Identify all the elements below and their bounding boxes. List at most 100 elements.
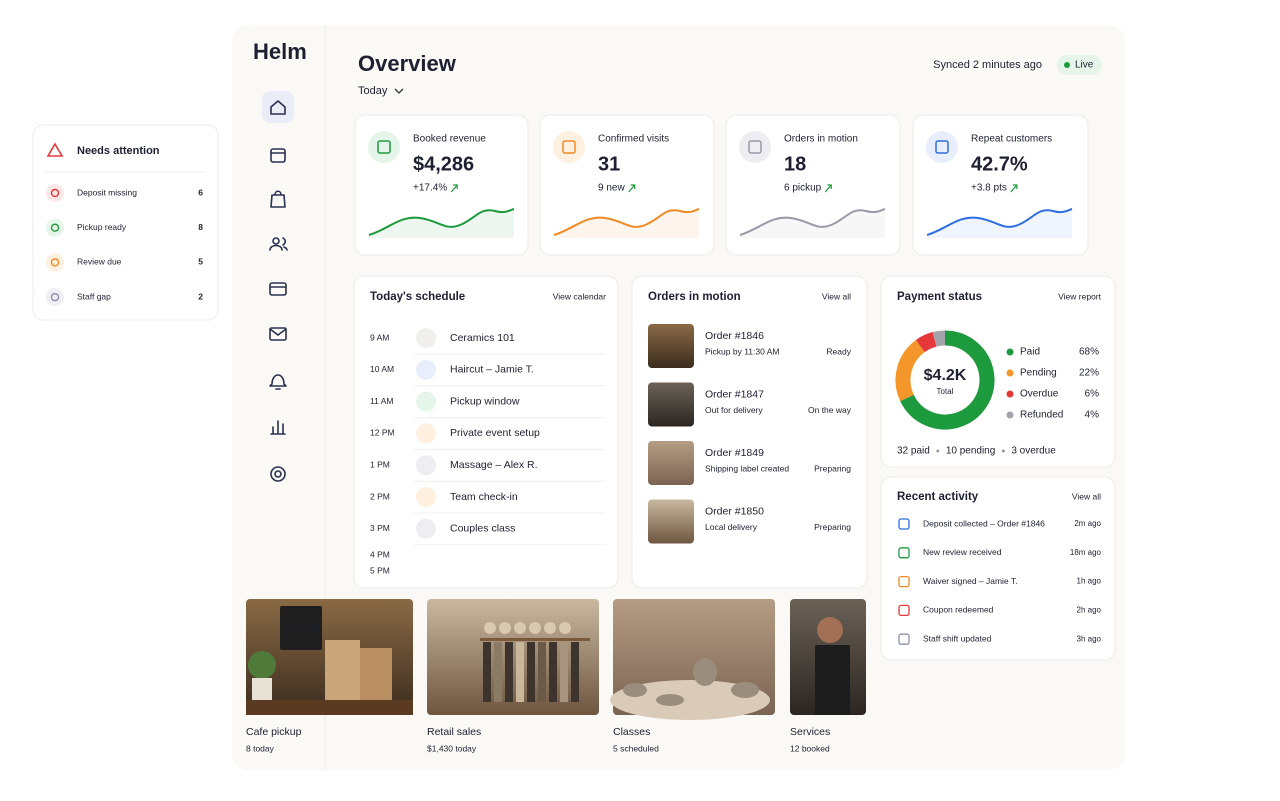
schedule-link[interactable]: View calendar [553, 291, 606, 301]
payment-total: $4.2K [924, 367, 967, 384]
schedule-time: 10 AM [370, 364, 394, 374]
legend-label: Paid [1020, 347, 1040, 358]
donut-segment [932, 330, 946, 347]
attention-label[interactable]: Staff gap [77, 291, 111, 301]
order-id[interactable]: Order #1850 [705, 505, 764, 517]
payment-title: Payment status [897, 291, 982, 303]
nav-icons[interactable] [269, 100, 288, 482]
sparkline-area [554, 209, 699, 238]
tile-title[interactable]: Services [790, 726, 830, 738]
kpi-icon-glyph [562, 140, 576, 154]
schedule-time: 1 PM [370, 459, 390, 469]
sparkline-area [740, 209, 885, 238]
period-select[interactable]: Today [358, 85, 388, 97]
kpi-icon [368, 131, 400, 163]
kpi-icon [739, 131, 771, 163]
activity-time: 2m ago [1074, 519, 1101, 528]
donut-segment [895, 339, 926, 402]
tile-title[interactable]: Retail sales [427, 726, 481, 738]
attention-icon-dot [50, 292, 60, 302]
page-title: Overview [358, 51, 457, 76]
legend-value: 68% [1079, 347, 1099, 358]
schedule-icon [416, 455, 436, 476]
legend-value: 6% [1085, 389, 1100, 400]
schedule-time: 5 PM [370, 565, 390, 575]
schedule-event[interactable]: Couples class [450, 523, 515, 535]
activity-icon [898, 604, 910, 617]
schedule-event[interactable]: Pickup window [450, 395, 520, 407]
sign-text: PICK UP HERE [283, 622, 319, 632]
kpi-label: Confirmed visits [598, 134, 669, 145]
schedule-event[interactable]: Private event setup [450, 427, 540, 439]
tile-detail: 5 scheduled [613, 743, 659, 753]
schedule-icon [416, 423, 436, 444]
activity-icon [898, 633, 910, 645]
legend-value: 22% [1079, 368, 1099, 379]
payment-link[interactable]: View report [1058, 291, 1101, 301]
sync-status: Synced 2 minutes ago [933, 59, 1042, 71]
attention-icon-dot [50, 188, 60, 198]
order-detail: Shipping label created [705, 463, 789, 473]
schedule-event[interactable]: Ceramics 101 [450, 332, 515, 344]
attention-icon-dot [50, 223, 60, 232]
legend-label: Overdue [1020, 389, 1059, 400]
activity-label: New review received [923, 547, 1002, 557]
legend-value: 4% [1085, 410, 1100, 421]
payment-summary: 32 paid [897, 446, 930, 457]
schedule-time: 11 AM [370, 396, 393, 406]
order-id[interactable]: Order #1846 [705, 330, 764, 342]
order-thumb [648, 324, 694, 368]
attention-icon [46, 184, 64, 202]
legend-dot [1006, 390, 1014, 398]
orders-link[interactable]: View all [822, 291, 851, 301]
order-status: On the way [808, 405, 852, 415]
legend-dot [1006, 411, 1014, 419]
order-status: Ready [826, 346, 851, 356]
order-thumb [648, 499, 694, 544]
schedule-time: 12 PM [370, 428, 395, 438]
attention-count: 8 [198, 222, 203, 232]
kpi-delta: +17.4% [413, 183, 447, 194]
order-status: Preparing [814, 463, 851, 473]
schedule-event[interactable]: Team check-in [450, 491, 518, 503]
order-id[interactable]: Order #1849 [705, 447, 764, 459]
legend-dot [1006, 348, 1014, 356]
activity-time: 3h ago [1077, 634, 1102, 643]
attention-label[interactable]: Review due [77, 257, 122, 267]
tile-detail: $1,430 today [427, 743, 477, 753]
schedule-icon [416, 487, 436, 507]
order-thumb [648, 382, 694, 427]
schedule-event[interactable]: Haircut – Jamie T. [450, 364, 534, 376]
separator-dot [1001, 449, 1005, 453]
schedule-time: 2 PM [370, 491, 390, 501]
legend-label: Pending [1020, 368, 1057, 379]
kpi-icon-glyph [748, 140, 762, 154]
sparkline [368, 208, 515, 236]
payment-summary: 10 pending [946, 446, 996, 457]
order-id[interactable]: Order #1847 [705, 388, 764, 400]
kpi-delta: 9 new [598, 183, 625, 194]
tile-detail: 12 booked [790, 743, 830, 753]
kpi-value: $4,286 [413, 153, 474, 175]
order-status: Preparing [814, 522, 851, 532]
dropdown-chevron[interactable] [394, 88, 404, 94]
tile-title[interactable]: Classes [613, 726, 650, 738]
activity-icon [898, 575, 910, 588]
schedule-icon [416, 359, 436, 380]
attention-count: 2 [198, 291, 203, 301]
attention-label[interactable]: Pickup ready [77, 222, 127, 232]
attention-label[interactable]: Deposit missing [77, 187, 137, 197]
legend-label: Refunded [1020, 410, 1063, 421]
schedule-icon [416, 391, 436, 412]
activity-link[interactable]: View all [1072, 491, 1101, 501]
schedule-event[interactable]: Massage – Alex R. [450, 459, 538, 471]
order-thumb [648, 441, 694, 485]
tile-title[interactable]: Cafe pickup [246, 726, 302, 738]
schedule-icon [416, 518, 436, 539]
order-detail: Pickup by 11:30 AM [705, 346, 780, 356]
donut-segment [915, 332, 937, 353]
delta-arrow [1010, 184, 1018, 193]
tile-detail: 8 today [246, 743, 275, 753]
kpi-icon [553, 131, 585, 163]
